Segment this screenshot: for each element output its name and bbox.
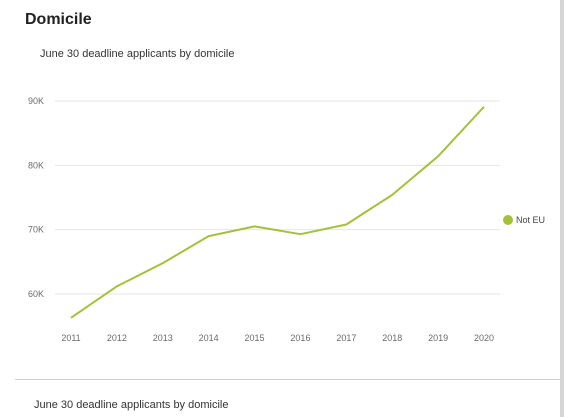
y-tick-label: 70K — [28, 225, 44, 235]
y-tick-label: 80K — [28, 160, 44, 170]
legend-marker-icon — [503, 215, 513, 225]
x-tick-label: 2018 — [382, 333, 402, 343]
legend-label: Not EU — [516, 215, 546, 225]
x-tick-label: 2020 — [474, 333, 494, 343]
x-tick-label: 2013 — [153, 333, 173, 343]
y-tick-label: 90K — [28, 96, 44, 106]
chart-title: June 30 deadline applicants by domicile — [40, 48, 235, 60]
section-divider — [15, 379, 560, 380]
chart-legend[interactable]: Not EU — [503, 215, 545, 225]
y-tick-label: 60K — [28, 289, 44, 299]
x-axis-ticks: 2011 2012 2013 2014 2015 2016 2017 2018 2019 2020 — [61, 333, 494, 343]
x-tick-label: 2017 — [336, 333, 356, 343]
x-tick-label: 2014 — [199, 333, 219, 343]
x-tick-label: 2015 — [245, 333, 265, 343]
y-axis-ticks: 60K 70K 80K 90K — [28, 96, 44, 299]
section-title: Domicile — [25, 11, 92, 28]
x-tick-label: 2011 — [61, 333, 80, 343]
series-layer — [70, 106, 485, 319]
x-tick-label: 2019 — [428, 333, 448, 343]
grid-lines — [55, 100, 500, 295]
x-tick-label: 2016 — [290, 333, 310, 343]
right-edge-border — [560, 0, 564, 417]
series-line[interactable] — [70, 106, 485, 319]
next-chart-title: June 30 deadline applicants by domicile — [34, 399, 229, 411]
x-tick-label: 2012 — [107, 333, 127, 343]
